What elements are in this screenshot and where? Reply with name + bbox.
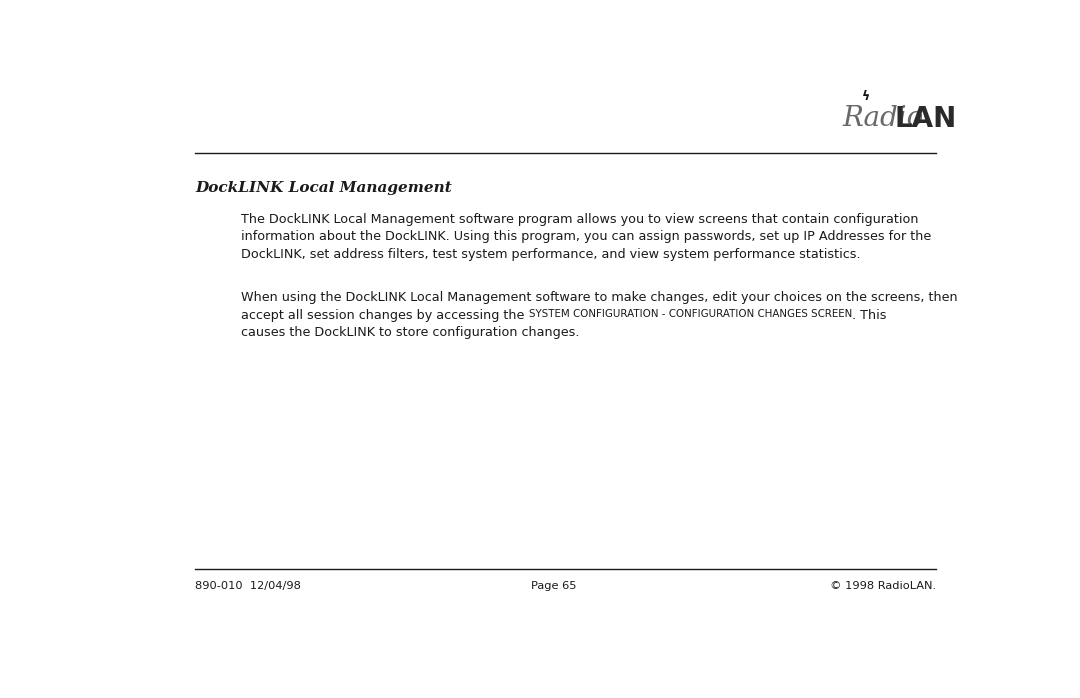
Text: LAN: LAN <box>894 105 957 133</box>
Text: © 1998 RadioLAN.: © 1998 RadioLAN. <box>829 581 936 591</box>
Text: Radio: Radio <box>842 105 923 132</box>
Text: . This: . This <box>852 309 887 322</box>
Text: information about the DockLINK. Using this program, you can assign passwords, se: information about the DockLINK. Using th… <box>241 230 932 244</box>
Text: DockLINK Local Management: DockLINK Local Management <box>195 181 453 195</box>
Text: causes the DockLINK to store configuration changes.: causes the DockLINK to store configurati… <box>241 326 580 339</box>
Text: ϟ: ϟ <box>863 89 870 103</box>
Text: accept all session changes by accessing the: accept all session changes by accessing … <box>241 309 529 322</box>
Text: DockLINK, set address filters, test system performance, and view system performa: DockLINK, set address filters, test syst… <box>241 248 861 261</box>
Text: 890-010  12/04/98: 890-010 12/04/98 <box>195 581 301 591</box>
Text: When using the DockLINK Local Management software to make changes, edit your cho: When using the DockLINK Local Management… <box>241 291 958 304</box>
Text: The DockLINK Local Management software program allows you to view screens that c: The DockLINK Local Management software p… <box>241 213 919 225</box>
Text: SYSTEM CONFIGURATION - CONFIGURATION CHANGES SCREEN: SYSTEM CONFIGURATION - CONFIGURATION CHA… <box>529 309 852 318</box>
Text: Page 65: Page 65 <box>530 581 577 591</box>
